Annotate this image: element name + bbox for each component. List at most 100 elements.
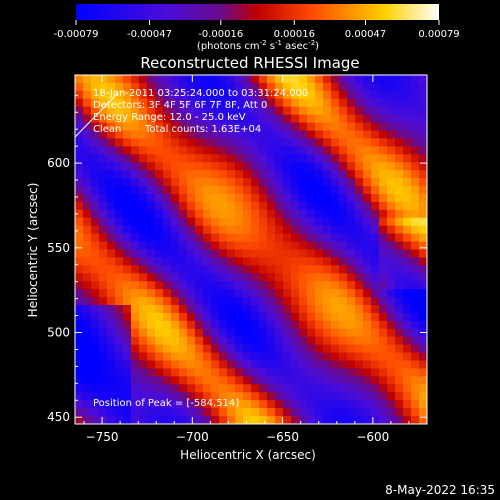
- heatmap-pixel: [195, 328, 204, 338]
- heatmap-pixel: [211, 376, 220, 385]
- heatmap-pixel: [155, 170, 164, 179]
- heatmap-pixel: [75, 90, 84, 100]
- heatmap-pixel: [187, 241, 196, 251]
- heatmap-pixel: [347, 178, 356, 187]
- heatmap-pixel: [379, 376, 388, 385]
- heatmap-pixel: [171, 217, 180, 227]
- heatmap-pixel: [379, 352, 388, 362]
- heatmap-pixel: [267, 201, 276, 211]
- heatmap-pixel: [123, 217, 132, 227]
- heatmap-pixel: [291, 384, 300, 393]
- heatmap-pixel: [323, 297, 332, 306]
- heatmap-pixel: [139, 146, 148, 155]
- heatmap-pixel: [259, 400, 268, 409]
- heatmap-pixel: [179, 75, 188, 84]
- heatmap-pixel: [315, 233, 324, 243]
- heatmap-pixel: [99, 257, 108, 266]
- heatmap-pixel: [299, 328, 308, 338]
- heatmap-pixel: [235, 90, 244, 100]
- heatmap-pixel: [259, 75, 268, 84]
- heatmap-pixel: [171, 154, 180, 163]
- heatmap-pixel: [387, 392, 396, 401]
- heatmap-pixel: [195, 75, 204, 84]
- heatmap-pixel: [227, 336, 236, 346]
- heatmap-pixel: [91, 233, 100, 243]
- heatmap-pixel: [307, 368, 316, 378]
- heatmap-pixel: [323, 289, 332, 298]
- heatmap-pixel: [211, 249, 220, 259]
- heatmap-pixel: [323, 384, 332, 393]
- heatmap-pixel: [83, 114, 92, 124]
- heatmap-pixel: [299, 178, 308, 187]
- heatmap-pixel: [323, 98, 332, 108]
- heatmap-pixel: [307, 416, 316, 424]
- heatmap-pixel: [227, 400, 236, 409]
- heatmap-pixel: [283, 408, 292, 417]
- heatmap-pixel: [195, 90, 204, 100]
- heatmap-pixel: [403, 138, 412, 147]
- heatmap-pixel: [291, 130, 300, 140]
- heatmap-pixel: [179, 82, 188, 92]
- heatmap-pixel: [395, 297, 404, 306]
- heatmap-pixel: [219, 305, 228, 314]
- heatmap-pixel: [211, 416, 220, 424]
- heatmap-pixel: [411, 384, 420, 393]
- heatmap-pixel: [107, 138, 116, 147]
- heatmap-pixel: [331, 106, 340, 116]
- heatmap-pixel: [283, 273, 292, 282]
- heatmap-pixel: [83, 82, 92, 92]
- heatmap-pixel: [275, 344, 284, 354]
- heatmap-pixel: [83, 146, 92, 155]
- heatmap-pixel: [283, 265, 292, 274]
- heatmap-pixel: [107, 408, 116, 417]
- heatmap-pixel: [91, 217, 100, 227]
- heatmap-pixel: [347, 225, 356, 235]
- heatmap-pixel: [171, 146, 180, 155]
- heatmap-pixel: [331, 75, 340, 84]
- heatmap-pixel: [115, 154, 124, 163]
- heatmap-pixel: [243, 376, 252, 385]
- heatmap-pixel: [227, 114, 236, 124]
- heatmap-pixel: [171, 209, 180, 219]
- heatmap-pixel: [371, 257, 380, 266]
- heatmap-pixel: [291, 328, 300, 338]
- heatmap-pixel: [83, 130, 92, 140]
- heatmap-pixel: [355, 82, 364, 92]
- heatmap-pixel: [187, 400, 196, 409]
- heatmap-pixel: [83, 209, 92, 219]
- heatmap-pixel: [411, 209, 420, 219]
- heatmap-pixel: [363, 392, 372, 401]
- heatmap-pixel: [419, 384, 427, 393]
- heatmap-pixel: [171, 201, 180, 211]
- heatmap-pixel: [339, 130, 348, 140]
- heatmap-pixel: [243, 273, 252, 282]
- heatmap-pixel: [219, 416, 228, 424]
- heatmap-pixel: [99, 265, 108, 274]
- heatmap-pixel: [363, 273, 372, 282]
- heatmap-pixel: [419, 320, 427, 330]
- heatmap-pixel: [323, 273, 332, 282]
- heatmap-pixel: [379, 178, 388, 187]
- heatmap-pixel: [323, 352, 332, 362]
- colorbar-tick-label: 0.00047: [345, 29, 386, 40]
- heatmap-image: [75, 75, 427, 424]
- heatmap-pixel: [251, 352, 260, 362]
- heatmap-pixel: [123, 305, 132, 314]
- heatmap-pixel: [171, 75, 180, 84]
- heatmap-pixel: [347, 201, 356, 211]
- heatmap-pixel: [107, 98, 116, 108]
- heatmap-pixel: [331, 146, 340, 155]
- heatmap-pixel: [187, 376, 196, 385]
- heatmap-pixel: [259, 225, 268, 235]
- heatmap-pixel: [75, 162, 84, 171]
- heatmap-pixel: [315, 384, 324, 393]
- heatmap-pixel: [179, 392, 188, 401]
- heatmap-pixel: [403, 75, 412, 84]
- heatmap-pixel: [387, 178, 396, 187]
- heatmap-pixel: [75, 225, 84, 235]
- y-tick-label: 500: [47, 326, 70, 340]
- heatmap-pixel: [339, 312, 348, 322]
- heatmap-pixel: [331, 273, 340, 282]
- annotation-total-counts: Total counts: 1.63E+04: [144, 124, 261, 135]
- heatmap-pixel: [163, 225, 172, 235]
